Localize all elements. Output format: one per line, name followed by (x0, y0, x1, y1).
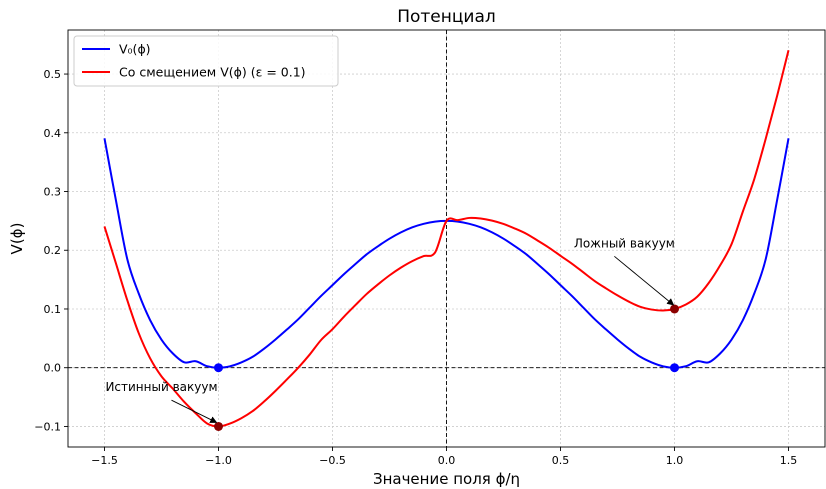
x-tick-label: 0.5 (552, 454, 570, 467)
vacuum-marker (213, 363, 223, 373)
legend-label: V₀(ϕ) (119, 42, 151, 57)
annotation-false-vacuum: Ложный вакуум (574, 236, 675, 250)
y-tick-label: 0.0 (44, 362, 62, 375)
x-tick-label: 0.0 (438, 454, 456, 467)
markers-layer (213, 304, 680, 431)
x-tick-label: 1.5 (780, 454, 798, 467)
x-tick-label: −1.0 (205, 454, 232, 467)
x-tick-label: −0.5 (319, 454, 346, 467)
legend-label: Со смещением V(ϕ) (ε = 0.1) (119, 65, 306, 80)
y-tick-label: 0.4 (44, 127, 62, 140)
reference-lines (68, 30, 825, 447)
y-axis-label: V(ϕ) (8, 223, 26, 255)
y-tick-label: −0.1 (34, 420, 61, 433)
x-tick-label: −1.5 (91, 454, 118, 467)
legend: V₀(ϕ) Со смещением V(ϕ) (ε = 0.1) (73, 35, 339, 87)
y-axis-ticks: −0.1 0.0 0.1 0.2 0.3 0.4 0.5 (34, 68, 68, 433)
x-axis-label: Значение поля ϕ/η (373, 470, 520, 488)
y-tick-label: 0.3 (44, 186, 62, 199)
annotation-true-vacuum: Истинный вакуум (105, 380, 217, 394)
chart-title: Потенциал (397, 7, 496, 27)
annotations-layer: Истинный вакуум Ложный вакуум (105, 236, 675, 423)
x-tick-label: 1.0 (666, 454, 684, 467)
y-tick-label: 0.5 (44, 68, 62, 81)
annotation-arrow (614, 255, 675, 306)
y-tick-label: 0.1 (44, 303, 62, 316)
vacuum-marker (213, 421, 223, 431)
vacuum-marker (670, 304, 680, 314)
legend-box (73, 35, 339, 87)
x-axis-ticks: −1.5 −1.0 −0.5 0.0 0.5 1.0 1.5 (91, 447, 797, 467)
vacuum-marker (670, 363, 680, 373)
y-tick-label: 0.2 (44, 244, 62, 257)
annotation-arrow (171, 399, 218, 423)
